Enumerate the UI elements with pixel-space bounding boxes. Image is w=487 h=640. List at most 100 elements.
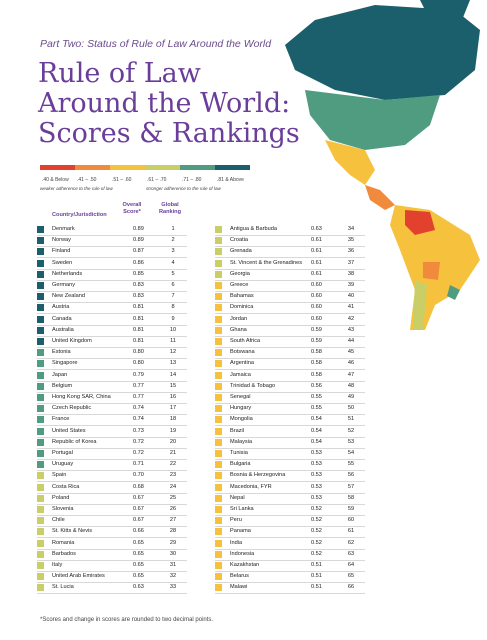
country: Brazil — [230, 427, 244, 434]
rank: 37 — [347, 259, 355, 266]
row-rule — [37, 257, 187, 259]
row-swatch — [215, 315, 222, 323]
row-rule — [37, 503, 187, 505]
row-rule — [37, 570, 187, 572]
row-rule — [37, 458, 187, 460]
row-swatch — [37, 573, 44, 581]
rank: 24 — [169, 483, 177, 490]
row-swatch — [215, 438, 222, 446]
row-rule — [215, 570, 365, 572]
row-swatch — [215, 562, 222, 569]
row-rule — [215, 559, 365, 561]
score: 0.65 — [133, 539, 144, 546]
score: 0.54 — [311, 427, 322, 434]
row-swatch — [215, 394, 222, 401]
title-line: Around the World: — [38, 88, 291, 119]
row-rule — [215, 380, 365, 382]
country: Botswana — [230, 349, 255, 356]
country: Denmark — [52, 226, 75, 232]
rank: 8 — [171, 304, 175, 311]
rank: 12 — [169, 349, 177, 356]
country: Netherlands — [52, 270, 83, 277]
row-swatch — [215, 226, 222, 233]
row-rule — [37, 436, 187, 438]
rank: 59 — [347, 506, 355, 512]
legend-label: .71 – .80 — [182, 177, 202, 183]
row-swatch — [37, 304, 44, 312]
score: 0.68 — [133, 483, 144, 490]
row-rule — [215, 582, 365, 584]
row-rule — [215, 447, 365, 449]
row-rule — [215, 279, 365, 281]
map-central-america — [365, 185, 395, 210]
row-swatch — [215, 573, 222, 581]
country: Bulgaria — [230, 461, 251, 468]
country: Canada — [52, 315, 72, 322]
country: Hungary — [230, 405, 252, 412]
rank: 61 — [347, 528, 355, 535]
score: 0.61 — [311, 259, 322, 266]
country: Mongolia — [230, 416, 253, 423]
legend-label: .61 – .70 — [147, 177, 167, 183]
row-rule — [215, 414, 365, 416]
country: Indonesia — [230, 550, 255, 557]
row-rule — [215, 503, 365, 505]
score: 0.81 — [133, 315, 144, 322]
row-swatch — [215, 539, 222, 547]
country: Nepal — [230, 494, 245, 501]
rank: 56 — [347, 472, 355, 479]
score: 0.51 — [311, 573, 322, 580]
country: Dominica — [230, 304, 254, 311]
row-swatch — [37, 226, 44, 233]
row-rule — [37, 324, 187, 326]
rank: 23 — [169, 472, 177, 479]
country: Malawi — [230, 584, 248, 591]
country: Singapore — [52, 360, 78, 367]
column-header: Country/Jurisdiction — [52, 212, 107, 218]
legend-swatch — [40, 165, 75, 170]
row-rule — [215, 391, 365, 393]
score: 0.83 — [133, 293, 144, 300]
country: France — [52, 416, 70, 423]
country: New Zealand — [52, 293, 85, 300]
row-swatch — [215, 517, 222, 525]
row-swatch — [37, 438, 44, 446]
row-rule — [37, 279, 187, 281]
row-swatch — [37, 293, 44, 301]
rank: 44 — [347, 338, 355, 344]
row-swatch — [37, 405, 44, 413]
row-swatch — [37, 382, 44, 390]
score: 0.77 — [133, 382, 144, 389]
rank: 43 — [347, 326, 355, 333]
country: Portugal — [52, 450, 73, 456]
row-swatch — [37, 371, 44, 379]
rank: 41 — [347, 304, 355, 311]
rank: 15 — [169, 382, 177, 389]
row-swatch — [37, 562, 44, 569]
country: Belgium — [52, 382, 73, 389]
country: Spain — [52, 472, 67, 479]
rank: 1 — [171, 226, 175, 232]
country: Italy — [52, 562, 63, 568]
rank: 45 — [347, 349, 355, 356]
row-rule — [37, 313, 187, 315]
score: 0.70 — [133, 472, 144, 479]
rank: 27 — [169, 517, 177, 524]
rank: 57 — [347, 483, 355, 490]
rank: 48 — [347, 382, 355, 389]
country: Czech Republic — [52, 405, 92, 412]
score: 0.54 — [311, 438, 322, 445]
row-rule — [215, 548, 365, 550]
row-rule — [37, 391, 187, 393]
rank: 39 — [347, 282, 355, 288]
map-uruguay — [447, 285, 460, 300]
legend-swatch — [215, 165, 250, 170]
score: 0.63 — [133, 584, 144, 591]
score: 0.65 — [133, 573, 144, 580]
row-rule — [37, 582, 187, 584]
country: Hong Kong SAR, China — [52, 394, 111, 400]
score: 0.59 — [311, 326, 322, 333]
score: 0.52 — [311, 539, 322, 546]
rank: 60 — [347, 517, 355, 524]
row-swatch — [37, 416, 44, 424]
